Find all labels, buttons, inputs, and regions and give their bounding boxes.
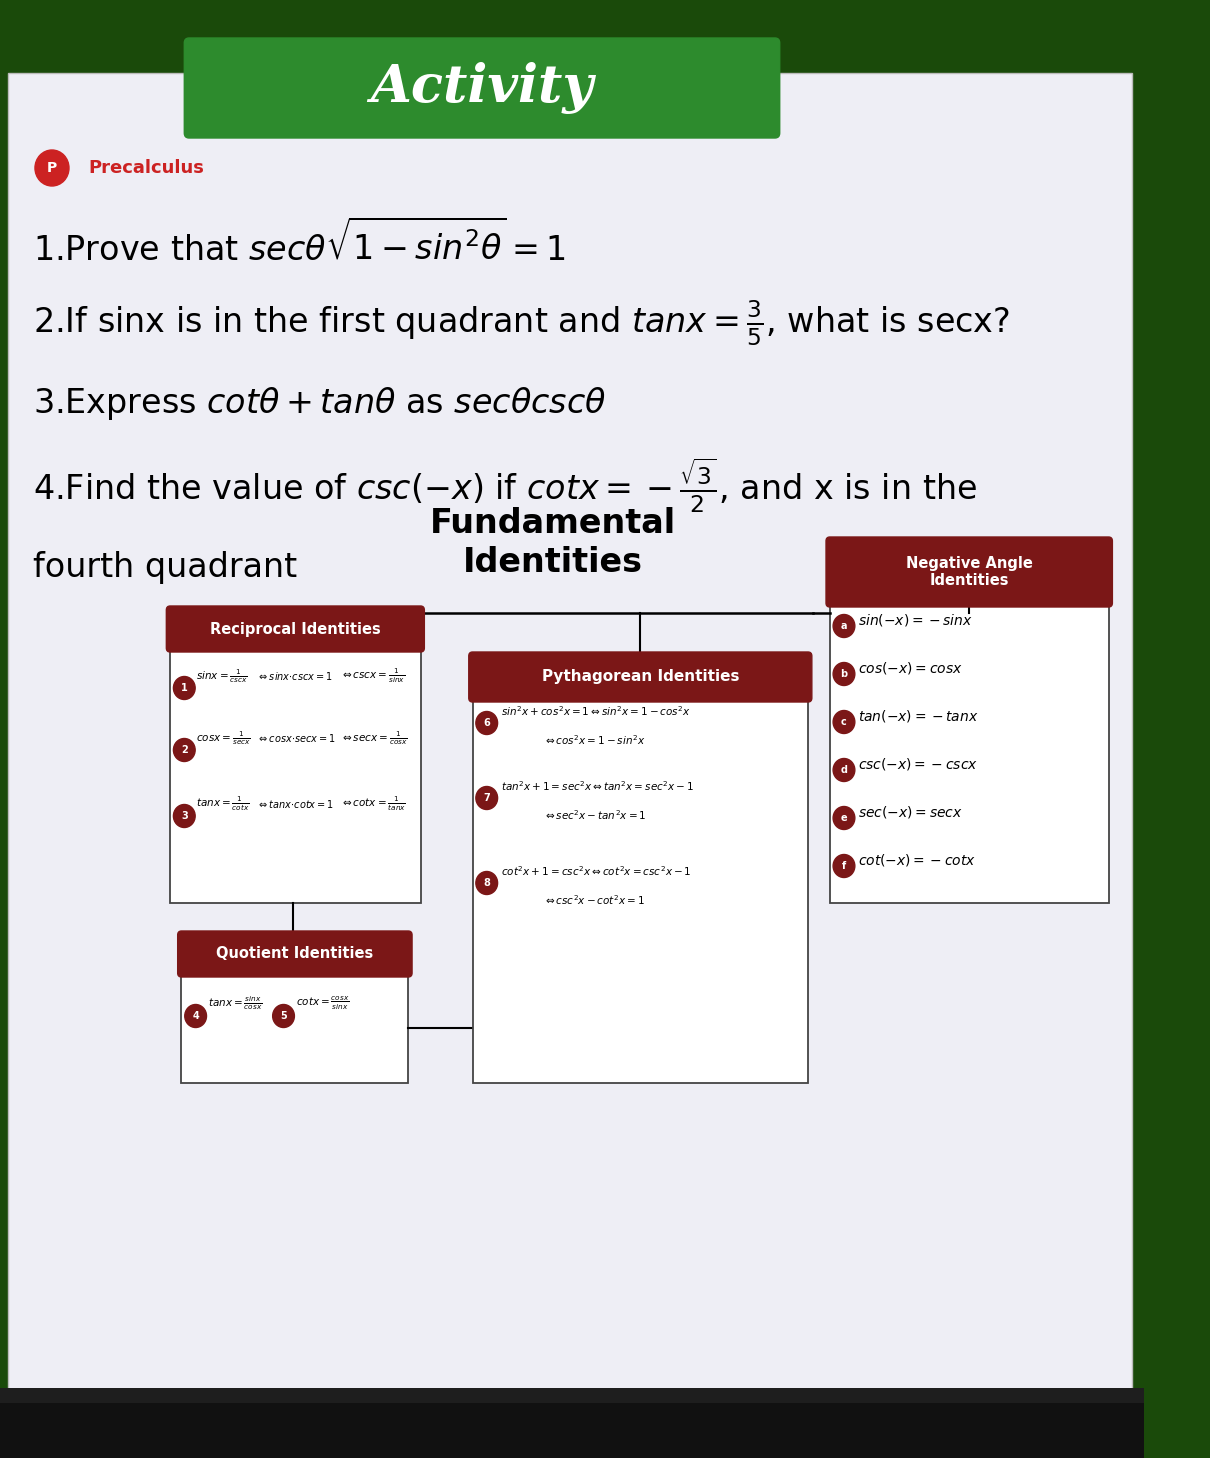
Circle shape xyxy=(476,786,497,809)
FancyBboxPatch shape xyxy=(473,698,808,1083)
Circle shape xyxy=(834,614,854,637)
Text: $tanx=\frac{1}{cotx}$: $tanx=\frac{1}{cotx}$ xyxy=(196,795,249,814)
Text: Precalculus: Precalculus xyxy=(88,159,204,176)
Text: a: a xyxy=(841,621,847,631)
Text: 6: 6 xyxy=(483,717,490,728)
Text: fourth quadrant: fourth quadrant xyxy=(33,551,298,585)
Text: $tan(-x)=-tanx$: $tan(-x)=-tanx$ xyxy=(858,709,979,725)
Text: $tan^2x+1=sec^2x\Leftrightarrow tan^2x=sec^2x-1$: $tan^2x+1=sec^2x\Leftrightarrow tan^2x=s… xyxy=(501,779,695,793)
FancyBboxPatch shape xyxy=(184,38,779,139)
Circle shape xyxy=(834,710,854,733)
Text: $\Leftrightarrow cosx{\cdot}secx=1$: $\Leftrightarrow cosx{\cdot}secx=1$ xyxy=(257,732,335,744)
Text: d: d xyxy=(841,765,847,776)
Text: $cotx=\frac{cosx}{sinx}$: $cotx=\frac{cosx}{sinx}$ xyxy=(295,994,350,1012)
Text: $cot(-x)=-cotx$: $cot(-x)=-cotx$ xyxy=(858,851,976,868)
Text: $cosx=\frac{1}{secx}$: $cosx=\frac{1}{secx}$ xyxy=(196,729,250,746)
Text: Fundamental
Identities: Fundamental Identities xyxy=(430,507,676,579)
Text: $\Leftrightarrow sinx{\cdot}cscx=1$: $\Leftrightarrow sinx{\cdot}cscx=1$ xyxy=(257,671,333,682)
Text: 1.Prove that $sec\theta\sqrt{1-sin^2\theta} = 1$: 1.Prove that $sec\theta\sqrt{1-sin^2\the… xyxy=(33,219,566,267)
Circle shape xyxy=(35,150,69,187)
Circle shape xyxy=(834,662,854,685)
FancyBboxPatch shape xyxy=(0,1403,1143,1458)
Text: 4.Find the value of $csc(-x)$ if $cotx = -\frac{\sqrt{3}}{2}$, and x is in the: 4.Find the value of $csc(-x)$ if $cotx =… xyxy=(33,456,978,515)
Text: 7: 7 xyxy=(483,793,490,803)
Text: $cos(-x)=cosx$: $cos(-x)=cosx$ xyxy=(858,660,963,677)
Text: 4: 4 xyxy=(192,1010,198,1021)
FancyBboxPatch shape xyxy=(830,604,1108,903)
Text: $tanx=\frac{sinx}{cosx}$: $tanx=\frac{sinx}{cosx}$ xyxy=(208,994,263,1012)
Text: $\Leftrightarrow sec^2x-tan^2x=1$: $\Leftrightarrow sec^2x-tan^2x=1$ xyxy=(543,808,647,822)
Circle shape xyxy=(476,712,497,735)
Text: $csc(-x)=-cscx$: $csc(-x)=-cscx$ xyxy=(858,757,978,771)
Text: b: b xyxy=(841,669,847,679)
Text: $sin^2x+cos^2x=1\Leftrightarrow sin^2x=1-cos^2x$: $sin^2x+cos^2x=1\Leftrightarrow sin^2x=1… xyxy=(501,704,691,717)
FancyBboxPatch shape xyxy=(468,652,812,701)
FancyBboxPatch shape xyxy=(166,607,425,652)
Text: $\Leftrightarrow secx=\frac{1}{cosx}$: $\Leftrightarrow secx=\frac{1}{cosx}$ xyxy=(340,729,408,746)
Text: c: c xyxy=(841,717,847,728)
Text: $\Leftrightarrow cotx=\frac{1}{tanx}$: $\Leftrightarrow cotx=\frac{1}{tanx}$ xyxy=(340,795,407,814)
FancyBboxPatch shape xyxy=(178,932,413,977)
Text: Reciprocal Identities: Reciprocal Identities xyxy=(211,621,381,637)
Text: e: e xyxy=(841,814,847,822)
FancyBboxPatch shape xyxy=(0,1388,1143,1403)
Text: 8: 8 xyxy=(483,878,490,888)
Text: Activity: Activity xyxy=(370,63,593,114)
FancyBboxPatch shape xyxy=(7,73,1133,1403)
Circle shape xyxy=(173,677,195,700)
FancyBboxPatch shape xyxy=(182,972,408,1083)
Circle shape xyxy=(834,806,854,830)
Circle shape xyxy=(834,758,854,781)
Circle shape xyxy=(185,1005,207,1028)
Text: 3.Express $cot\theta + tan\theta$ as $sec\theta csc\theta$: 3.Express $cot\theta + tan\theta$ as $se… xyxy=(33,385,606,421)
Text: f: f xyxy=(842,862,846,870)
Text: $\Leftrightarrow cscx=\frac{1}{sinx}$: $\Leftrightarrow cscx=\frac{1}{sinx}$ xyxy=(340,666,405,685)
Text: 1: 1 xyxy=(182,682,188,693)
Circle shape xyxy=(173,805,195,828)
Text: P: P xyxy=(47,160,57,175)
Circle shape xyxy=(476,872,497,895)
Text: $sinx=\frac{1}{cscx}$: $sinx=\frac{1}{cscx}$ xyxy=(196,668,248,684)
Text: 3: 3 xyxy=(182,811,188,821)
Text: $\Leftrightarrow tanx{\cdot}cotx=1$: $\Leftrightarrow tanx{\cdot}cotx=1$ xyxy=(257,798,334,811)
Text: Quotient Identities: Quotient Identities xyxy=(217,946,374,961)
Circle shape xyxy=(272,1005,294,1028)
Circle shape xyxy=(173,739,195,761)
Text: Negative Angle
Identities: Negative Angle Identities xyxy=(906,555,1032,588)
Text: $sin(-x)=-sinx$: $sin(-x)=-sinx$ xyxy=(858,612,973,628)
Text: $\Leftrightarrow csc^2x-cot^2x=1$: $\Leftrightarrow csc^2x-cot^2x=1$ xyxy=(543,894,646,907)
Text: $\Leftrightarrow cos^2x=1-sin^2x$: $\Leftrightarrow cos^2x=1-sin^2x$ xyxy=(543,733,646,746)
Circle shape xyxy=(834,854,854,878)
Text: 2.If sinx is in the first quadrant and $tanx=\frac{3}{5}$, what is secx?: 2.If sinx is in the first quadrant and $… xyxy=(33,299,1010,347)
Text: Pythagorean Identities: Pythagorean Identities xyxy=(542,669,739,684)
FancyBboxPatch shape xyxy=(171,647,421,903)
Text: 5: 5 xyxy=(281,1010,287,1021)
FancyBboxPatch shape xyxy=(826,537,1112,607)
Text: $cot^2x+1=csc^2x\Leftrightarrow cot^2x=csc^2x-1$: $cot^2x+1=csc^2x\Leftrightarrow cot^2x=c… xyxy=(501,865,691,878)
Text: 2: 2 xyxy=(182,745,188,755)
Text: $sec(-x)=secx$: $sec(-x)=secx$ xyxy=(858,803,963,819)
